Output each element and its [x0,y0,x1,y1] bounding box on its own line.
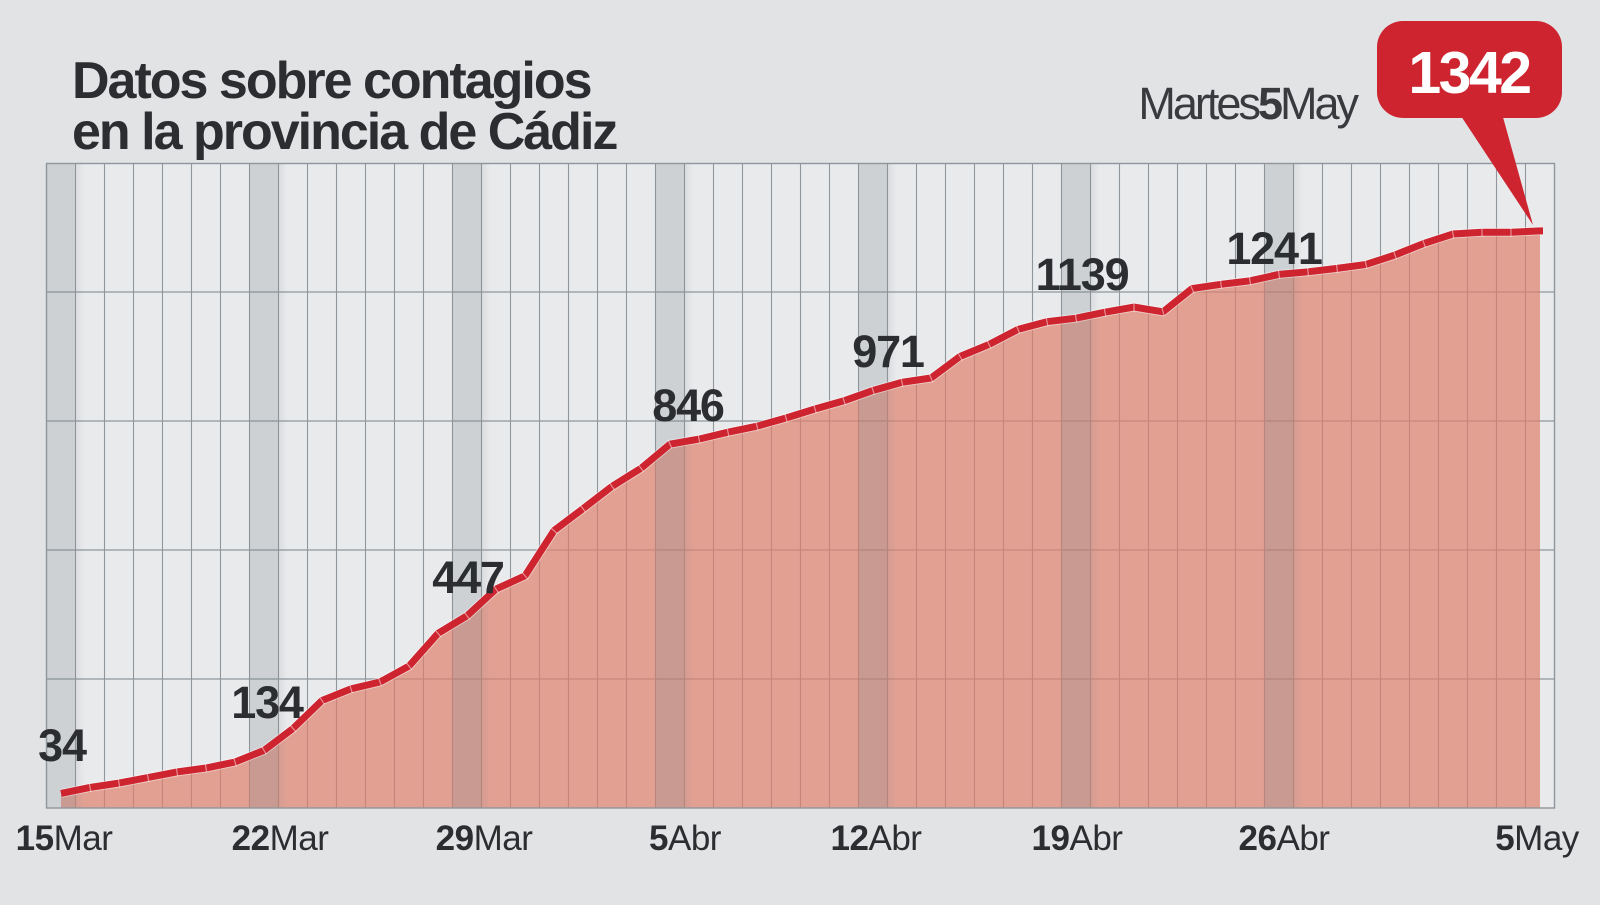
svg-text:5Abr: 5Abr [649,819,722,858]
svg-text:447: 447 [432,552,504,603]
svg-text:Martes5May: Martes5May [1138,78,1359,129]
svg-text:19Abr: 19Abr [1032,819,1124,858]
svg-text:846: 846 [652,380,724,431]
svg-text:34: 34 [38,720,87,771]
svg-text:26Abr: 26Abr [1239,819,1331,858]
svg-text:29Mar: 29Mar [436,819,534,858]
svg-text:22Mar: 22Mar [232,819,330,858]
svg-text:12Abr: 12Abr [831,819,923,858]
svg-text:1241: 1241 [1226,223,1321,274]
svg-text:Datos sobre contagios: Datos sobre contagios [72,52,591,110]
svg-text:en la provincia de Cádiz: en la provincia de Cádiz [72,103,617,161]
svg-text:1342: 1342 [1408,40,1530,106]
svg-text:1139: 1139 [1036,249,1129,300]
svg-text:971: 971 [852,326,924,377]
svg-text:15Mar: 15Mar [16,819,114,858]
svg-text:5May: 5May [1495,819,1580,858]
svg-text:134: 134 [231,677,304,728]
